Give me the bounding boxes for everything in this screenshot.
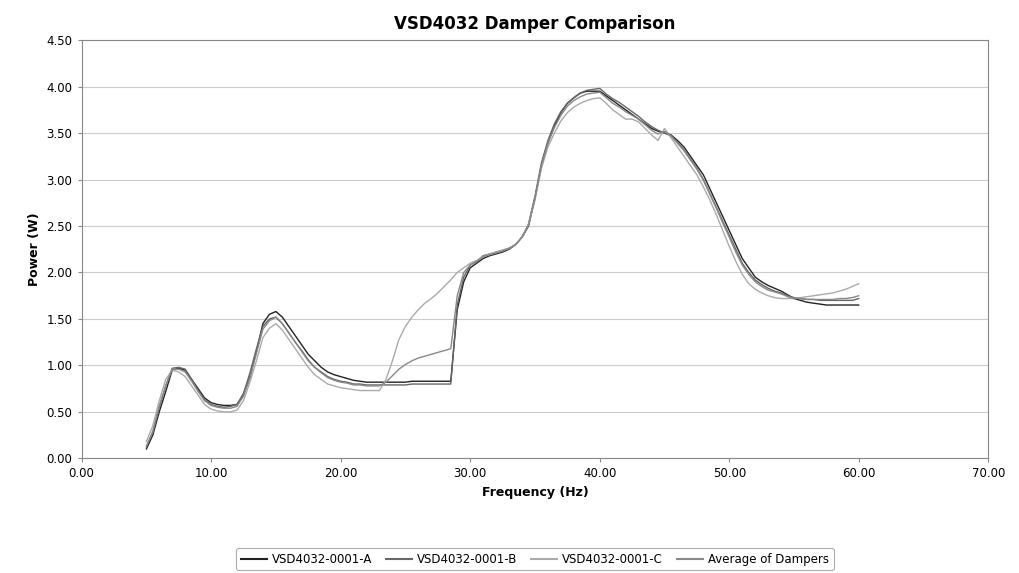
Average of Dampers: [834, 295, 846, 302]
VSD4032-0001-C: [554, 117, 567, 124]
VSD4032-0001-A: [322, 368, 334, 375]
Y-axis label: Power (W): Power (W): [28, 213, 41, 286]
Average of Dampers: [853, 292, 865, 299]
Line: Average of Dampers: Average of Dampers: [147, 92, 859, 446]
VSD4032-0001-A: [302, 351, 314, 358]
VSD4032-0001-A: [834, 301, 846, 308]
VSD4032-0001-B: [834, 297, 846, 304]
VSD4032-0001-C: [853, 280, 865, 287]
VSD4032-0001-C: [141, 438, 153, 445]
VSD4032-0001-C: [406, 313, 418, 320]
Line: VSD4032-0001-A: VSD4032-0001-A: [147, 91, 859, 449]
Average of Dampers: [302, 358, 314, 364]
Average of Dampers: [406, 358, 418, 364]
VSD4032-0001-B: [406, 380, 418, 387]
Average of Dampers: [322, 374, 334, 381]
VSD4032-0001-A: [471, 260, 483, 266]
VSD4032-0001-A: [141, 446, 153, 453]
VSD4032-0001-B: [141, 444, 153, 451]
Legend: VSD4032-0001-A, VSD4032-0001-B, VSD4032-0001-C, Average of Dampers: VSD4032-0001-A, VSD4032-0001-B, VSD4032-…: [236, 548, 834, 570]
Line: VSD4032-0001-B: VSD4032-0001-B: [147, 88, 859, 448]
VSD4032-0001-B: [594, 85, 606, 92]
VSD4032-0001-C: [322, 380, 334, 387]
VSD4032-0001-A: [406, 378, 418, 384]
VSD4032-0001-A: [554, 109, 567, 116]
Average of Dampers: [471, 258, 483, 265]
Average of Dampers: [554, 112, 567, 119]
VSD4032-0001-C: [471, 257, 483, 264]
VSD4032-0001-C: [594, 95, 606, 101]
VSD4032-0001-B: [554, 108, 567, 115]
VSD4032-0001-B: [853, 295, 865, 302]
VSD4032-0001-A: [853, 301, 865, 308]
Average of Dampers: [141, 443, 153, 450]
VSD4032-0001-B: [471, 258, 483, 265]
X-axis label: Frequency (Hz): Frequency (Hz): [482, 486, 588, 499]
VSD4032-0001-B: [302, 356, 314, 363]
VSD4032-0001-C: [302, 364, 314, 371]
Title: VSD4032 Damper Comparison: VSD4032 Damper Comparison: [394, 15, 676, 33]
VSD4032-0001-B: [322, 373, 334, 380]
Average of Dampers: [594, 89, 606, 96]
VSD4032-0001-A: [581, 88, 593, 95]
Line: VSD4032-0001-C: VSD4032-0001-C: [147, 98, 859, 442]
VSD4032-0001-C: [834, 288, 846, 295]
